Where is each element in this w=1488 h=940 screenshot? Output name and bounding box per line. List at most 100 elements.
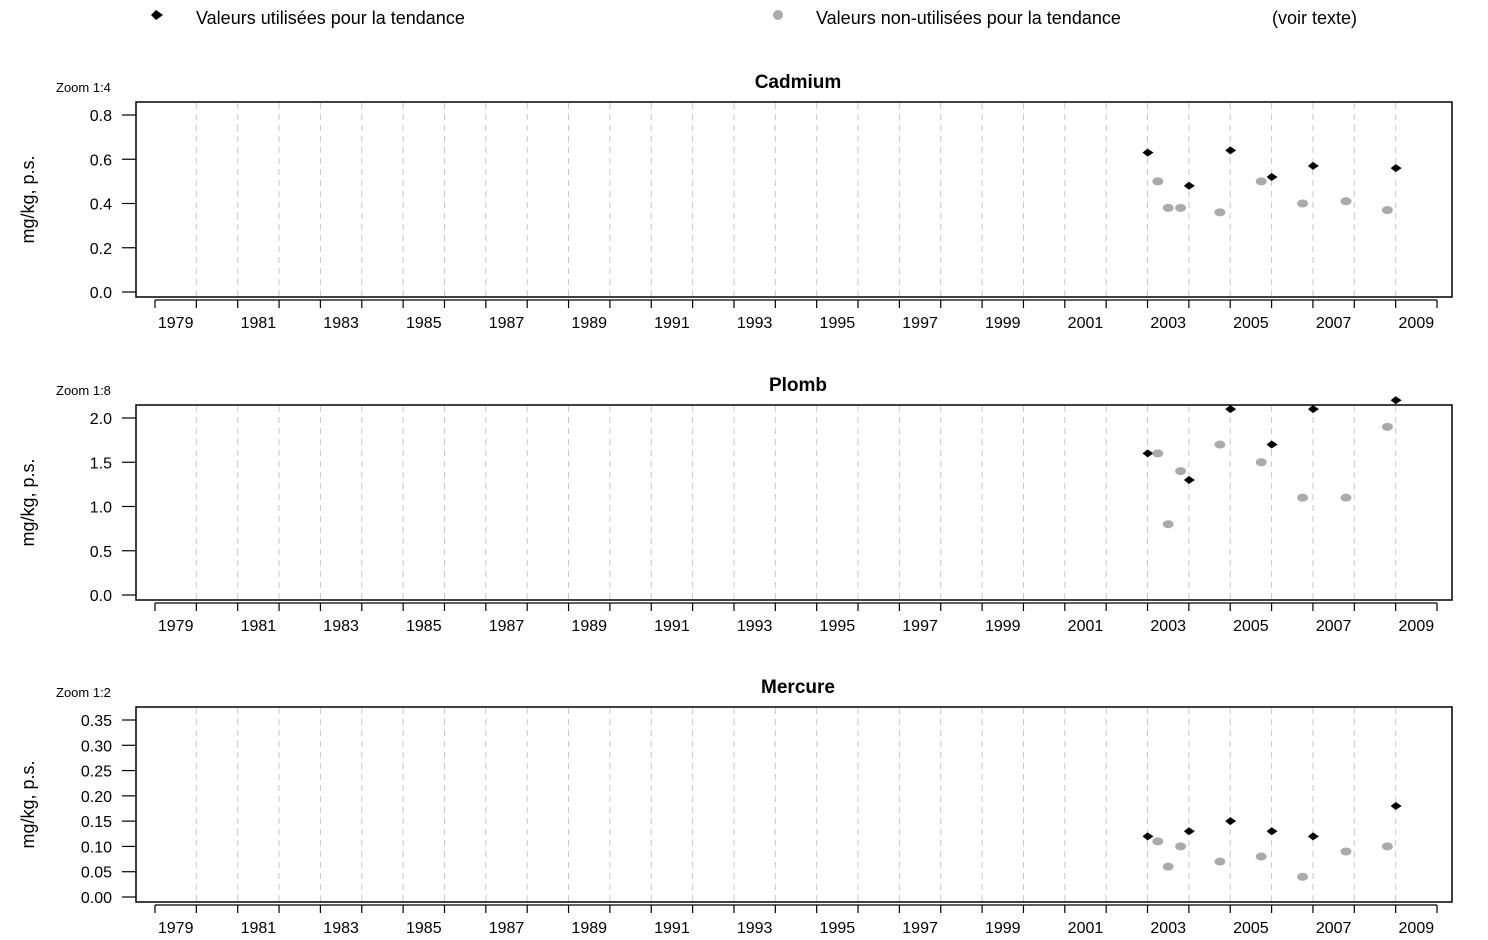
x-tick-label: 1997 — [902, 618, 938, 635]
x-tick-label: 1989 — [571, 315, 607, 332]
grid-lines — [195, 708, 1397, 901]
y-tick-label: 0.00 — [81, 890, 112, 907]
x-tick-label: 1979 — [158, 618, 194, 635]
data-point-unused — [1381, 422, 1393, 431]
x-tick-label: 1987 — [489, 920, 525, 937]
grid-lines — [195, 103, 1397, 296]
y-tick-label: 0.8 — [90, 108, 112, 125]
x-tick-label: 1989 — [571, 618, 607, 635]
series-unused — [1152, 177, 1393, 217]
data-point-unused — [1340, 197, 1352, 206]
data-point-unused — [1297, 493, 1309, 502]
data-point-unused — [1340, 847, 1352, 856]
x-tick-label: 1979 — [158, 315, 194, 332]
x-tick-label: 1991 — [654, 618, 690, 635]
chart-title: Plomb — [769, 375, 827, 396]
data-point-unused — [1297, 872, 1309, 881]
x-tick-label: 2003 — [1150, 920, 1186, 937]
data-point-used — [1390, 164, 1402, 173]
data-point-used — [1266, 172, 1278, 181]
x-tick-label: 1981 — [241, 315, 277, 332]
data-point-unused — [1152, 837, 1164, 846]
y-tick-label: 0.20 — [81, 789, 112, 806]
x-tick-label: 1987 — [489, 618, 525, 635]
chart-title: Cadmium — [755, 72, 842, 93]
x-tick-label: 2009 — [1399, 618, 1435, 635]
y-tick-label: 0.2 — [90, 241, 112, 258]
data-point-used — [1142, 148, 1154, 157]
x-tick-label: 1997 — [902, 920, 938, 937]
x-tick-label: 2001 — [1068, 315, 1104, 332]
y-tick-label: 2.0 — [90, 411, 112, 428]
legend: Valeurs utilisées pour la tendance Valeu… — [151, 8, 1357, 28]
data-point-used — [1307, 832, 1319, 841]
data-point-unused — [1162, 862, 1174, 871]
x-tick-label: 2007 — [1316, 315, 1352, 332]
x-tick-label: 2005 — [1233, 315, 1269, 332]
data-point-unused — [1255, 852, 1267, 861]
legend-note: (voir texte) — [1272, 8, 1357, 28]
data-point-used — [1142, 449, 1154, 458]
chart-panel-cadmium: Cadmium Zoom 1:4 mg/kg, p.s. 0.0 0.2 0.4 0.6 0.… — [18, 72, 1453, 332]
x-tick-label: 1993 — [737, 920, 773, 937]
plot-frame — [135, 706, 1453, 903]
data-point-unused — [1381, 842, 1393, 851]
x-tick-label: 1985 — [406, 618, 442, 635]
data-point-unused — [1214, 208, 1226, 217]
data-point-used — [1307, 161, 1319, 170]
data-point-used — [1183, 181, 1195, 190]
data-point-used — [1266, 440, 1278, 449]
data-point-used — [1266, 827, 1278, 836]
data-point-unused — [1152, 177, 1164, 186]
y-tick-label: 0.05 — [81, 865, 112, 882]
y-tick-label: 0.4 — [90, 197, 112, 214]
x-tick-label: 1993 — [737, 618, 773, 635]
x-tick-label: 1981 — [241, 920, 277, 937]
plot-frame — [135, 404, 1453, 601]
data-point-used — [1183, 827, 1195, 836]
series-used — [1142, 801, 1402, 841]
y-tick-label: 0.15 — [81, 814, 112, 831]
series-used — [1142, 146, 1402, 190]
series-unused — [1152, 837, 1393, 881]
x-tick-label: 1983 — [323, 618, 359, 635]
x-tick-label: 2001 — [1068, 618, 1104, 635]
legend-unused-label: Valeurs non-utilisées pour la tendance — [816, 8, 1121, 28]
data-point-unused — [1175, 842, 1187, 851]
data-point-used — [1142, 832, 1154, 841]
y-tick-label: 0.25 — [81, 764, 112, 781]
x-tick-label: 1995 — [820, 315, 856, 332]
zoom-label: Zoom 1:4 — [56, 80, 111, 95]
plot-frame — [135, 101, 1453, 298]
y-tick-label: 0.10 — [81, 839, 112, 856]
data-point-unused — [1162, 203, 1174, 212]
legend-unused-marker — [773, 10, 783, 20]
chart-panel-mercure: Mercure Zoom 1:2 mg/kg, p.s. 0.00 0.05 0.10 0.… — [18, 677, 1453, 937]
y-tick-label: 0.30 — [81, 738, 112, 755]
grid-lines — [195, 406, 1397, 599]
x-tick-label: 1997 — [902, 315, 938, 332]
x-tick-label: 1993 — [737, 315, 773, 332]
data-point-used — [1307, 405, 1319, 414]
x-tick-label: 1991 — [654, 920, 690, 937]
x-tick-label: 1983 — [323, 920, 359, 937]
data-point-unused — [1152, 449, 1164, 458]
y-tick-label: 0.0 — [90, 285, 112, 302]
legend-used-marker — [151, 10, 163, 20]
x-tick-label: 2007 — [1316, 920, 1352, 937]
data-point-unused — [1214, 857, 1226, 866]
y-tick-label: 0.5 — [90, 544, 112, 561]
x-tick-label: 1983 — [323, 315, 359, 332]
data-point-used — [1225, 405, 1237, 414]
data-point-used — [1390, 396, 1402, 405]
chart-panels: Cadmium Zoom 1:4 mg/kg, p.s. 0.0 0.2 0.4 0.6 0.… — [18, 72, 1453, 937]
y-axis-label: mg/kg, p.s. — [18, 760, 38, 848]
x-tick-label: 2003 — [1150, 618, 1186, 635]
zoom-label: Zoom 1:2 — [56, 685, 111, 700]
x-tick-label: 2009 — [1399, 315, 1435, 332]
x-tick-label: 1999 — [985, 920, 1021, 937]
x-tick-label: 1999 — [985, 618, 1021, 635]
data-point-unused — [1214, 440, 1226, 449]
x-tick-label: 2003 — [1150, 315, 1186, 332]
